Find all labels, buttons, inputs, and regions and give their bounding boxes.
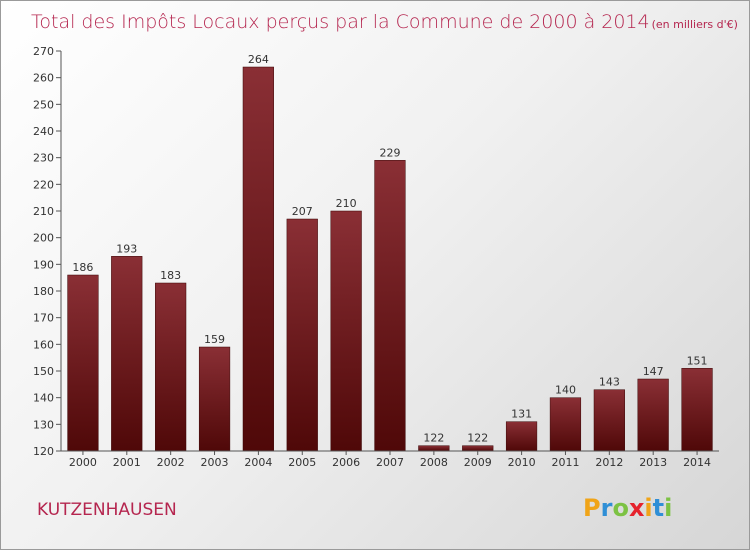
bar: [549, 397, 582, 452]
x-tick-label: 2013: [639, 456, 667, 469]
x-tick-label: 2009: [464, 456, 492, 469]
chart-title-main: Total des Impôts Locaux perçus par la Co…: [31, 11, 650, 33]
bar: [637, 378, 669, 452]
y-axis: 120 130 140 150 160 170 180 190 200 210 220 230 240 2…: [33, 45, 62, 458]
x-tick-label: 2008: [420, 456, 448, 469]
chart-title: Total des Impôts Locaux perçus par la Co…: [31, 11, 738, 33]
bar-value-label: 122: [423, 432, 444, 445]
logo-letter: o: [612, 494, 629, 522]
bar: [242, 66, 274, 452]
bar: [330, 210, 362, 452]
bar-value-label: 193: [116, 242, 137, 255]
y-tick-label: 180: [33, 285, 54, 298]
bar-value-label: 186: [72, 261, 93, 274]
x-tick-label: 2007: [376, 456, 404, 469]
y-tick-label: 260: [33, 72, 54, 85]
bar: [681, 368, 713, 452]
bar: [374, 160, 406, 452]
y-tick-label: 230: [33, 152, 54, 165]
y-tick-label: 120: [33, 445, 54, 458]
x-tick-label: 2002: [157, 456, 185, 469]
bar: [593, 389, 625, 452]
bar-value-label: 147: [643, 365, 664, 378]
y-tick-label: 190: [33, 258, 54, 271]
y-tick-label: 240: [33, 125, 54, 138]
bar: [505, 421, 538, 452]
bar: [286, 218, 318, 452]
x-tick-label: 2003: [201, 456, 229, 469]
logo-letter: t: [653, 494, 664, 522]
y-tick-label: 200: [33, 232, 54, 245]
bar-value-label: 151: [687, 354, 708, 367]
y-tick-label: 140: [33, 392, 54, 405]
y-tick-label: 250: [33, 98, 54, 111]
x-tick-label: 2001: [113, 456, 141, 469]
bar-value-label: 207: [292, 205, 313, 218]
chart-title-unit: (en milliers d'€): [652, 18, 738, 31]
y-tick-label: 130: [33, 418, 54, 431]
y-tick-label: 270: [33, 45, 54, 58]
y-tick-label: 160: [33, 338, 54, 351]
x-tick-label: 2005: [288, 456, 316, 469]
bar: [418, 445, 450, 452]
bar: [198, 346, 231, 452]
bars-group: 186 193 183 159 264 207 210 229 122 122 131 140 143 1…: [67, 53, 713, 452]
bar-value-label: 183: [160, 269, 181, 282]
bar-value-label: 210: [336, 197, 357, 210]
y-tick-label: 150: [33, 365, 54, 378]
x-tick-label: 2014: [683, 456, 711, 469]
bar: [67, 274, 99, 452]
logo-letter: i: [664, 494, 672, 522]
bar-value-label: 264: [248, 53, 269, 66]
bar-value-label: 143: [599, 376, 620, 389]
bar-value-label: 131: [511, 408, 532, 421]
y-tick-label: 170: [33, 312, 54, 325]
bar-value-label: 140: [555, 384, 576, 397]
logo-letter: x: [629, 494, 645, 522]
bar: [462, 445, 494, 452]
bar: [155, 282, 187, 452]
x-tick-label: 2006: [332, 456, 360, 469]
bar-value-label: 229: [380, 146, 401, 159]
x-tick-label: 2012: [595, 456, 623, 469]
x-tick-label: 2000: [69, 456, 97, 469]
commune-name: KUTZENHAUSEN: [37, 500, 177, 520]
logo-letter: P: [583, 494, 601, 522]
y-tick-label: 210: [33, 205, 54, 218]
x-axis: 2000 2001 2002 2003 2004 2005 2006 2007 2008 2009…: [61, 450, 719, 469]
bar-value-label: 159: [204, 333, 225, 346]
bar-value-label: 122: [467, 432, 488, 445]
x-tick-label: 2011: [551, 456, 579, 469]
logo-letter: r: [601, 494, 613, 522]
y-tick-label: 220: [33, 178, 54, 191]
x-tick-label: 2010: [508, 456, 536, 469]
x-tick-label: 2004: [244, 456, 272, 469]
logo-letter: i: [644, 494, 652, 522]
proxiti-logo: Proxiti: [583, 494, 672, 522]
bar: [111, 256, 143, 452]
